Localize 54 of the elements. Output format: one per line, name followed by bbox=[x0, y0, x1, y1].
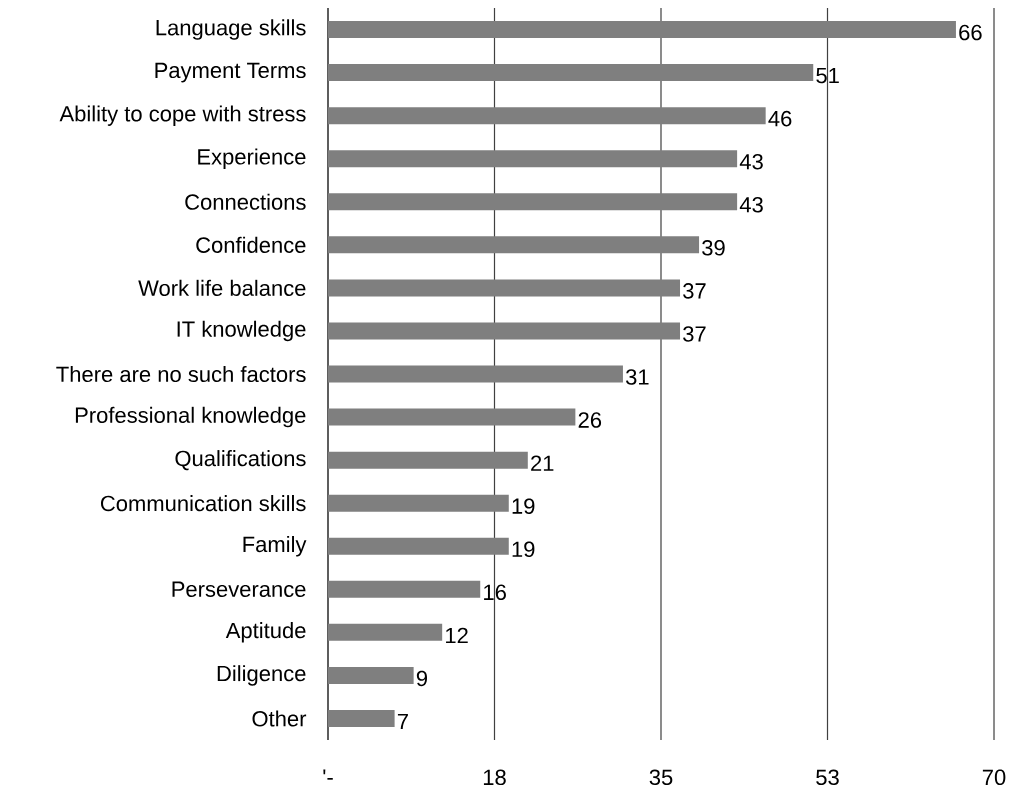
data-label: 19 bbox=[512, 541, 535, 558]
x-tick-label: '- bbox=[323, 769, 333, 780]
bar bbox=[328, 64, 814, 82]
y-tick-label: Work life balance bbox=[138, 279, 306, 296]
bar bbox=[328, 580, 481, 598]
data-label: 19 bbox=[512, 498, 535, 514]
bar bbox=[328, 236, 700, 254]
y-tick-label: Connections bbox=[185, 193, 306, 210]
bar bbox=[328, 623, 443, 641]
data-label: 7 bbox=[397, 713, 408, 730]
bar bbox=[328, 709, 395, 727]
data-label: 31 bbox=[625, 369, 649, 385]
bar bbox=[328, 451, 528, 469]
y-tick-label: Perseverance bbox=[172, 581, 306, 597]
data-label: 37 bbox=[683, 283, 706, 299]
y-tick-label: Professional knowledge bbox=[75, 406, 306, 428]
data-label: 21 bbox=[531, 455, 554, 471]
bar bbox=[328, 21, 956, 39]
bar bbox=[328, 279, 681, 297]
y-tick-label: Qualifications bbox=[175, 450, 306, 471]
x-tick-label: 35 bbox=[649, 769, 673, 786]
y-tick-label: Experience bbox=[198, 148, 306, 169]
y-tick-label: Ability to cope with stress bbox=[59, 105, 306, 126]
x-tick-label: 70 bbox=[982, 769, 1006, 786]
data-label: 12 bbox=[446, 627, 468, 644]
data-label: 46 bbox=[768, 110, 792, 127]
data-label: 43 bbox=[739, 153, 763, 170]
data-label: 66 bbox=[959, 24, 982, 41]
data-label: 39 bbox=[702, 240, 725, 256]
data-label: 43 bbox=[739, 196, 763, 213]
y-tick-label: IT knowledge bbox=[177, 320, 306, 342]
x-tick-label: 53 bbox=[816, 769, 839, 786]
y-tick-label: Diligence bbox=[217, 665, 306, 686]
bar bbox=[328, 322, 681, 340]
data-label: 9 bbox=[416, 670, 428, 687]
bar bbox=[328, 193, 738, 211]
x-tick-label: 18 bbox=[483, 769, 506, 786]
bar bbox=[328, 494, 509, 512]
y-tick-label: Confidence bbox=[196, 236, 306, 253]
bar bbox=[328, 537, 509, 555]
data-label: 37 bbox=[683, 326, 706, 342]
y-tick-label: Family bbox=[243, 535, 307, 557]
bar bbox=[328, 150, 738, 168]
bar bbox=[328, 666, 414, 684]
data-label: 26 bbox=[578, 412, 602, 428]
bar bbox=[328, 408, 576, 426]
y-tick-label: Communication skills bbox=[100, 495, 306, 512]
bar bbox=[328, 107, 766, 125]
y-tick-label: Other bbox=[252, 710, 307, 727]
bar bbox=[328, 365, 623, 383]
y-tick-label: Payment Terms bbox=[155, 62, 306, 83]
y-tick-label: Language skills bbox=[156, 19, 306, 40]
y-tick-label: Aptitude bbox=[225, 622, 306, 643]
y-tick-label: There are no such factors bbox=[56, 365, 306, 383]
